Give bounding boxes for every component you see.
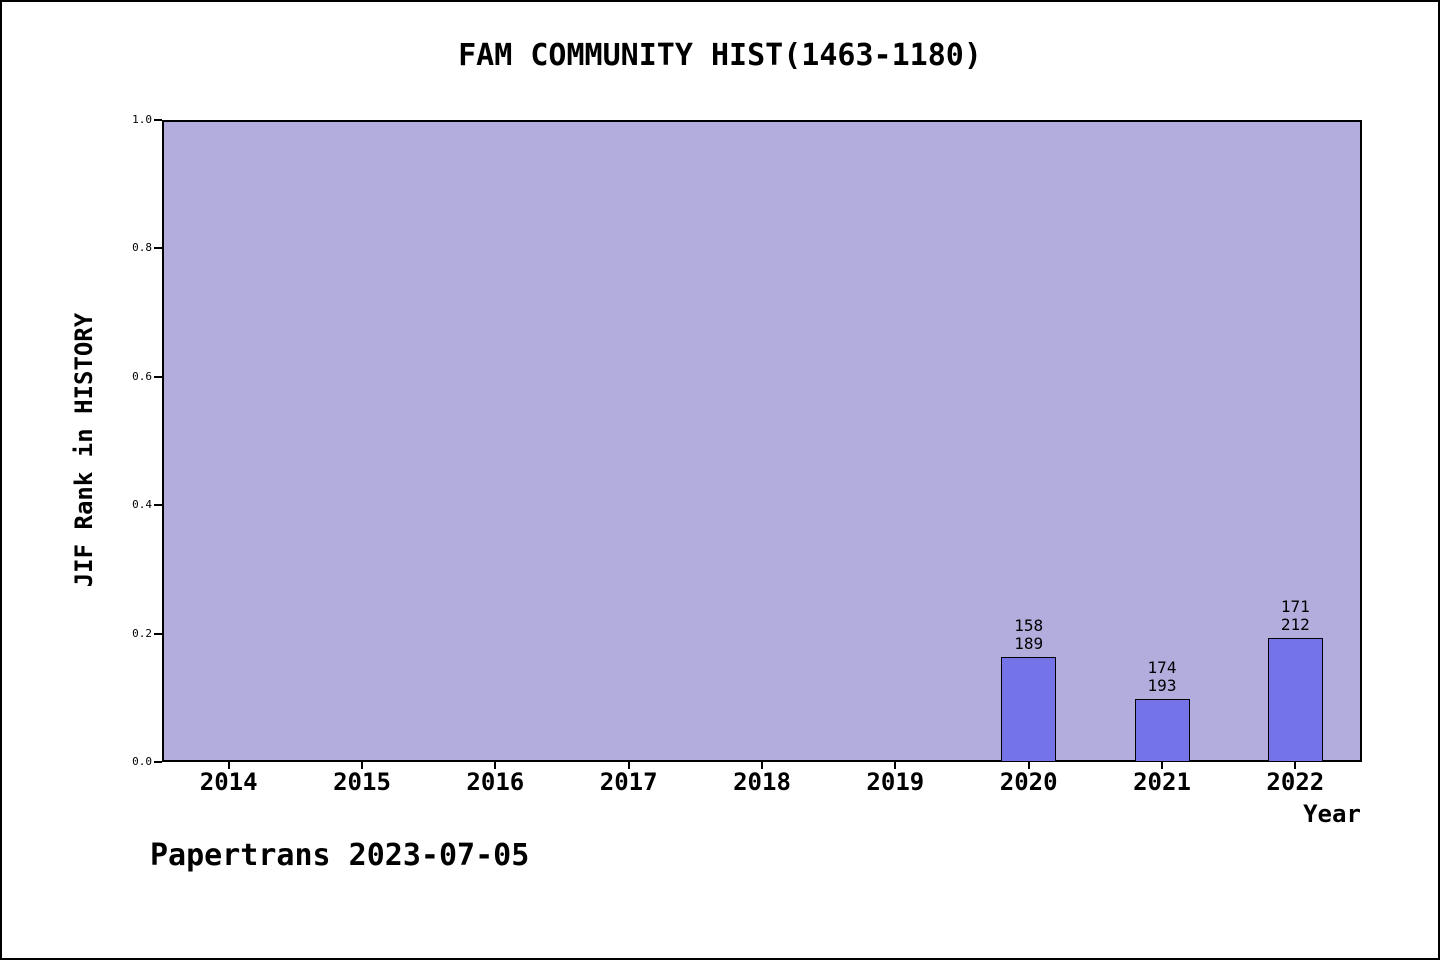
y-tick-label: 0.0: [132, 755, 152, 768]
x-axis-label: Year: [1303, 800, 1361, 828]
x-tick-label: 2016: [466, 768, 525, 796]
y-axis-label: JIF Rank in HISTORY: [70, 312, 98, 588]
bar: [1134, 699, 1190, 762]
plot-area: [162, 120, 1362, 762]
y-tick-mark: [154, 119, 162, 121]
bar-label: 158 189: [984, 617, 1074, 653]
y-tick-mark: [154, 504, 162, 507]
y-tick-label: 0.4: [132, 498, 152, 512]
bar-label-rank: 158: [1014, 616, 1044, 636]
bar: [1001, 657, 1057, 762]
y-tick-label: 0.8: [132, 241, 152, 255]
bar-label: 174 193: [1117, 659, 1207, 695]
y-tick-label: 1.0: [132, 113, 152, 126]
y-tick-mark: [154, 375, 162, 378]
x-tick-mark: [894, 762, 897, 769]
bar-label: 171 212: [1250, 598, 1340, 634]
x-tick-mark: [761, 762, 763, 769]
bar-label-total: 189: [1014, 634, 1044, 654]
bar-label-total: 193: [1147, 676, 1177, 696]
x-tick-label: 2021: [1133, 768, 1191, 796]
bar-label-rank: 174: [1147, 658, 1177, 678]
x-tick-mark: [1027, 762, 1030, 769]
y-tick-label: 0.2: [132, 626, 152, 640]
x-tick-mark: [227, 762, 230, 769]
x-tick-mark: [627, 762, 630, 769]
y-tick-mark: [154, 247, 162, 250]
x-tick-label: 2020: [999, 768, 1058, 796]
bar-label-rank: 171: [1280, 597, 1310, 617]
y-tick-label: 0.6: [132, 369, 152, 383]
x-tick-label: 2017: [599, 768, 658, 796]
x-tick-label: 2019: [866, 768, 925, 796]
y-tick-mark: [154, 632, 162, 635]
x-tick-label: 2022: [1266, 768, 1325, 796]
y-tick-mark: [154, 761, 162, 763]
watermark-text: Papertrans 2023-07-05: [150, 838, 530, 873]
bar: [1267, 638, 1323, 762]
x-tick-label: 2015: [333, 768, 391, 796]
x-tick-label: 2014: [199, 768, 258, 796]
chart-title: FAM COMMUNITY HIST(1463-1180): [458, 38, 982, 73]
x-tick-mark: [1161, 762, 1163, 769]
bar-label-total: 212: [1280, 615, 1310, 635]
x-tick-label: 2018: [733, 768, 791, 796]
x-tick-mark: [361, 762, 363, 769]
x-tick-mark: [494, 762, 497, 769]
x-tick-mark: [1294, 762, 1297, 769]
